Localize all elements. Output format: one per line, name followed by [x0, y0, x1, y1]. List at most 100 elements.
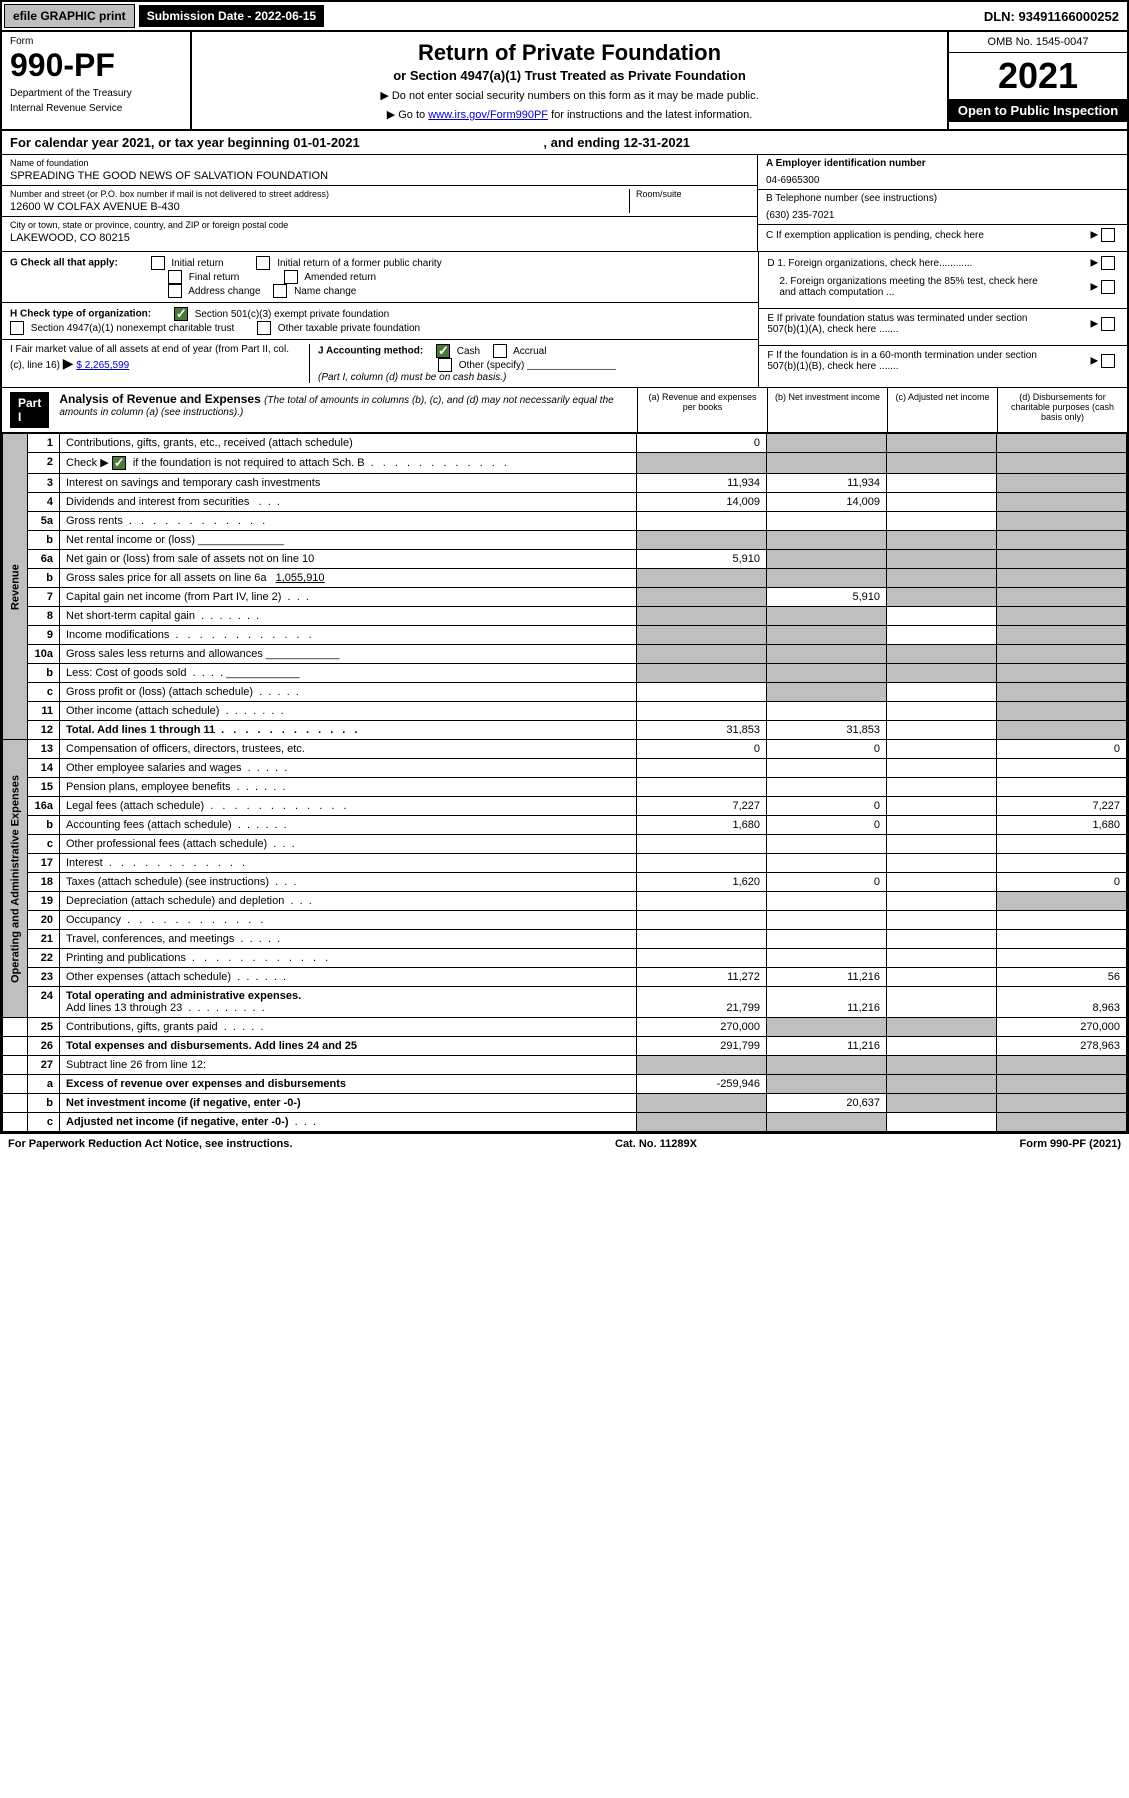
form-note-1: ▶ Do not enter social security numbers o…	[200, 89, 939, 102]
f-label: F If the foundation is in a 60-month ter…	[767, 350, 1057, 372]
col-c-header: (c) Adjusted net income	[887, 388, 997, 432]
g-name-checkbox[interactable]	[273, 284, 287, 298]
line-14: 14 Other employee salaries and wages . .…	[3, 759, 1127, 778]
foundation-name: SPREADING THE GOOD NEWS OF SALVATION FOU…	[10, 170, 749, 182]
h-501c3-checkbox[interactable]	[174, 307, 188, 321]
tax-year: 2021	[949, 53, 1127, 99]
sections-gh-row: G Check all that apply: Initial return I…	[2, 252, 1127, 388]
i-label: I Fair market value of all assets at end…	[10, 344, 289, 371]
j-other: Other (specify)	[459, 360, 525, 371]
g-opt-1: Initial return of a former public charit…	[277, 258, 442, 269]
ein-value: 04-6965300	[766, 175, 1119, 186]
footer-right: Form 990-PF (2021)	[1020, 1138, 1121, 1150]
line-11: 11 Other income (attach schedule) . . . …	[3, 702, 1127, 721]
line-18: 18 Taxes (attach schedule) (see instruct…	[3, 873, 1127, 892]
d1-label: D 1. Foreign organizations, check here..…	[767, 258, 972, 269]
city-label: City or town, state or province, country…	[10, 220, 749, 230]
topbar: efile GRAPHIC print Submission Date - 20…	[2, 2, 1127, 32]
g-opt-4: Address change	[188, 286, 260, 297]
foundation-city: LAKEWOOD, CO 80215	[10, 232, 749, 244]
fmv-value: $ 2,265,599	[76, 360, 129, 371]
footer: For Paperwork Reduction Act Notice, see …	[0, 1134, 1129, 1154]
efile-print-button[interactable]: efile GRAPHIC print	[4, 4, 135, 28]
g-opt-2: Final return	[189, 272, 240, 283]
g-address-checkbox[interactable]	[168, 284, 182, 298]
line-9: 9 Income modifications	[3, 626, 1127, 645]
e-label: E If private foundation status was termi…	[767, 313, 1057, 335]
form-title: Return of Private Foundation	[200, 40, 939, 66]
room-label: Room/suite	[636, 189, 749, 199]
form-subtitle: or Section 4947(a)(1) Trust Treated as P…	[200, 68, 939, 83]
line-10a: 10a Gross sales less returns and allowan…	[3, 645, 1127, 664]
part1-label: Part I	[10, 392, 49, 428]
line-7: 7 Capital gain net income (from Part IV,…	[3, 588, 1127, 607]
foundation-info-row: Name of foundation SPREADING THE GOOD NE…	[2, 155, 1127, 252]
inspection-label: Open to Public Inspection	[949, 99, 1127, 122]
form990pf-link[interactable]: www.irs.gov/Form990PF	[428, 109, 548, 121]
c-checkbox[interactable]	[1101, 228, 1115, 242]
line-24: 24 Total operating and administrative ex…	[3, 987, 1127, 1018]
line-5a: 5a Gross rents	[3, 512, 1127, 531]
g-initial-former-checkbox[interactable]	[256, 256, 270, 270]
line-10b: b Less: Cost of goods sold . . . . _____…	[3, 664, 1127, 683]
i-arrow: ▶	[63, 355, 74, 371]
line-3: 3 Interest on savings and temporary cash…	[3, 474, 1127, 493]
name-label: Name of foundation	[10, 158, 749, 168]
g-label: G Check all that apply:	[10, 258, 118, 269]
dept-irs: Internal Revenue Service	[10, 103, 182, 114]
d1-checkbox[interactable]	[1101, 256, 1115, 270]
l6b-val: 1,055,910	[276, 572, 325, 584]
j-note: (Part I, column (d) must be on cash basi…	[318, 372, 506, 383]
part1-table: Revenue 1 Contributions, gifts, grants, …	[2, 433, 1127, 1132]
g-opt-0: Initial return	[171, 258, 223, 269]
f-checkbox[interactable]	[1101, 354, 1115, 368]
note2-pre: ▶ Go to	[387, 109, 428, 121]
d2-checkbox[interactable]	[1101, 280, 1115, 294]
j-label: J Accounting method:	[318, 346, 423, 357]
line-25: 25 Contributions, gifts, grants paid . .…	[3, 1018, 1127, 1037]
j-cash-checkbox[interactable]	[436, 344, 450, 358]
j-accrual-checkbox[interactable]	[493, 344, 507, 358]
h-label: H Check type of organization:	[10, 309, 151, 320]
expenses-side-label: Operating and Administrative Expenses	[3, 740, 28, 1018]
dept-treasury: Department of the Treasury	[10, 88, 182, 99]
line-13: Operating and Administrative Expenses 13…	[3, 740, 1127, 759]
c-label: C If exemption application is pending, c…	[766, 230, 984, 241]
h-other-checkbox[interactable]	[257, 321, 271, 335]
omb-number: OMB No. 1545-0047	[949, 32, 1127, 53]
cal-pre: For calendar year 2021, or tax year begi…	[10, 135, 293, 150]
line-15: 15 Pension plans, employee benefits . . …	[3, 778, 1127, 797]
foundation-address: 12600 W COLFAX AVENUE B-430	[10, 201, 629, 213]
g-final-checkbox[interactable]	[168, 270, 182, 284]
g-initial-checkbox[interactable]	[151, 256, 165, 270]
line-19: 19 Depreciation (attach schedule) and de…	[3, 892, 1127, 911]
cal-begin: 01-01-2021	[293, 135, 360, 150]
line-16a: 16a Legal fees (attach schedule) 7,227 0…	[3, 797, 1127, 816]
addr-label: Number and street (or P.O. box number if…	[10, 189, 629, 199]
line-6b: b Gross sales price for all assets on li…	[3, 569, 1127, 588]
col-d-header: (d) Disbursements for charitable purpose…	[997, 388, 1127, 432]
dln-number: DLN: 93491166000252	[976, 5, 1127, 28]
form-note-2: ▶ Go to www.irs.gov/Form990PF for instru…	[200, 108, 939, 121]
form-container: efile GRAPHIC print Submission Date - 20…	[0, 0, 1129, 1134]
g-amended-checkbox[interactable]	[284, 270, 298, 284]
line-2: 2 Check ▶ if the foundation is not requi…	[3, 453, 1127, 474]
section-g: G Check all that apply: Initial return I…	[2, 252, 758, 303]
part1-header-row: Part I Analysis of Revenue and Expenses …	[2, 388, 1127, 433]
footer-mid: Cat. No. 11289X	[615, 1138, 697, 1150]
line-27a: a Excess of revenue over expenses and di…	[3, 1075, 1127, 1094]
h-opt-2: Section 4947(a)(1) nonexempt charitable …	[31, 323, 234, 334]
line-26: 26 Total expenses and disbursements. Add…	[3, 1037, 1127, 1056]
h-4947-checkbox[interactable]	[10, 321, 24, 335]
j-other-checkbox[interactable]	[438, 358, 452, 372]
line-27: 27 Subtract line 26 from line 12:	[3, 1056, 1127, 1075]
form-label: Form	[10, 36, 182, 47]
e-checkbox[interactable]	[1101, 317, 1115, 331]
section-ij: I Fair market value of all assets at end…	[2, 340, 758, 387]
line-4: 4 Dividends and interest from securities…	[3, 493, 1127, 512]
line-5b: b Net rental income or (loss) __________…	[3, 531, 1127, 550]
schb-checkbox[interactable]	[112, 456, 126, 470]
g-opt-5: Name change	[294, 286, 356, 297]
phone-value: (630) 235-7021	[766, 210, 1119, 221]
cal-mid: , and ending	[543, 135, 623, 150]
